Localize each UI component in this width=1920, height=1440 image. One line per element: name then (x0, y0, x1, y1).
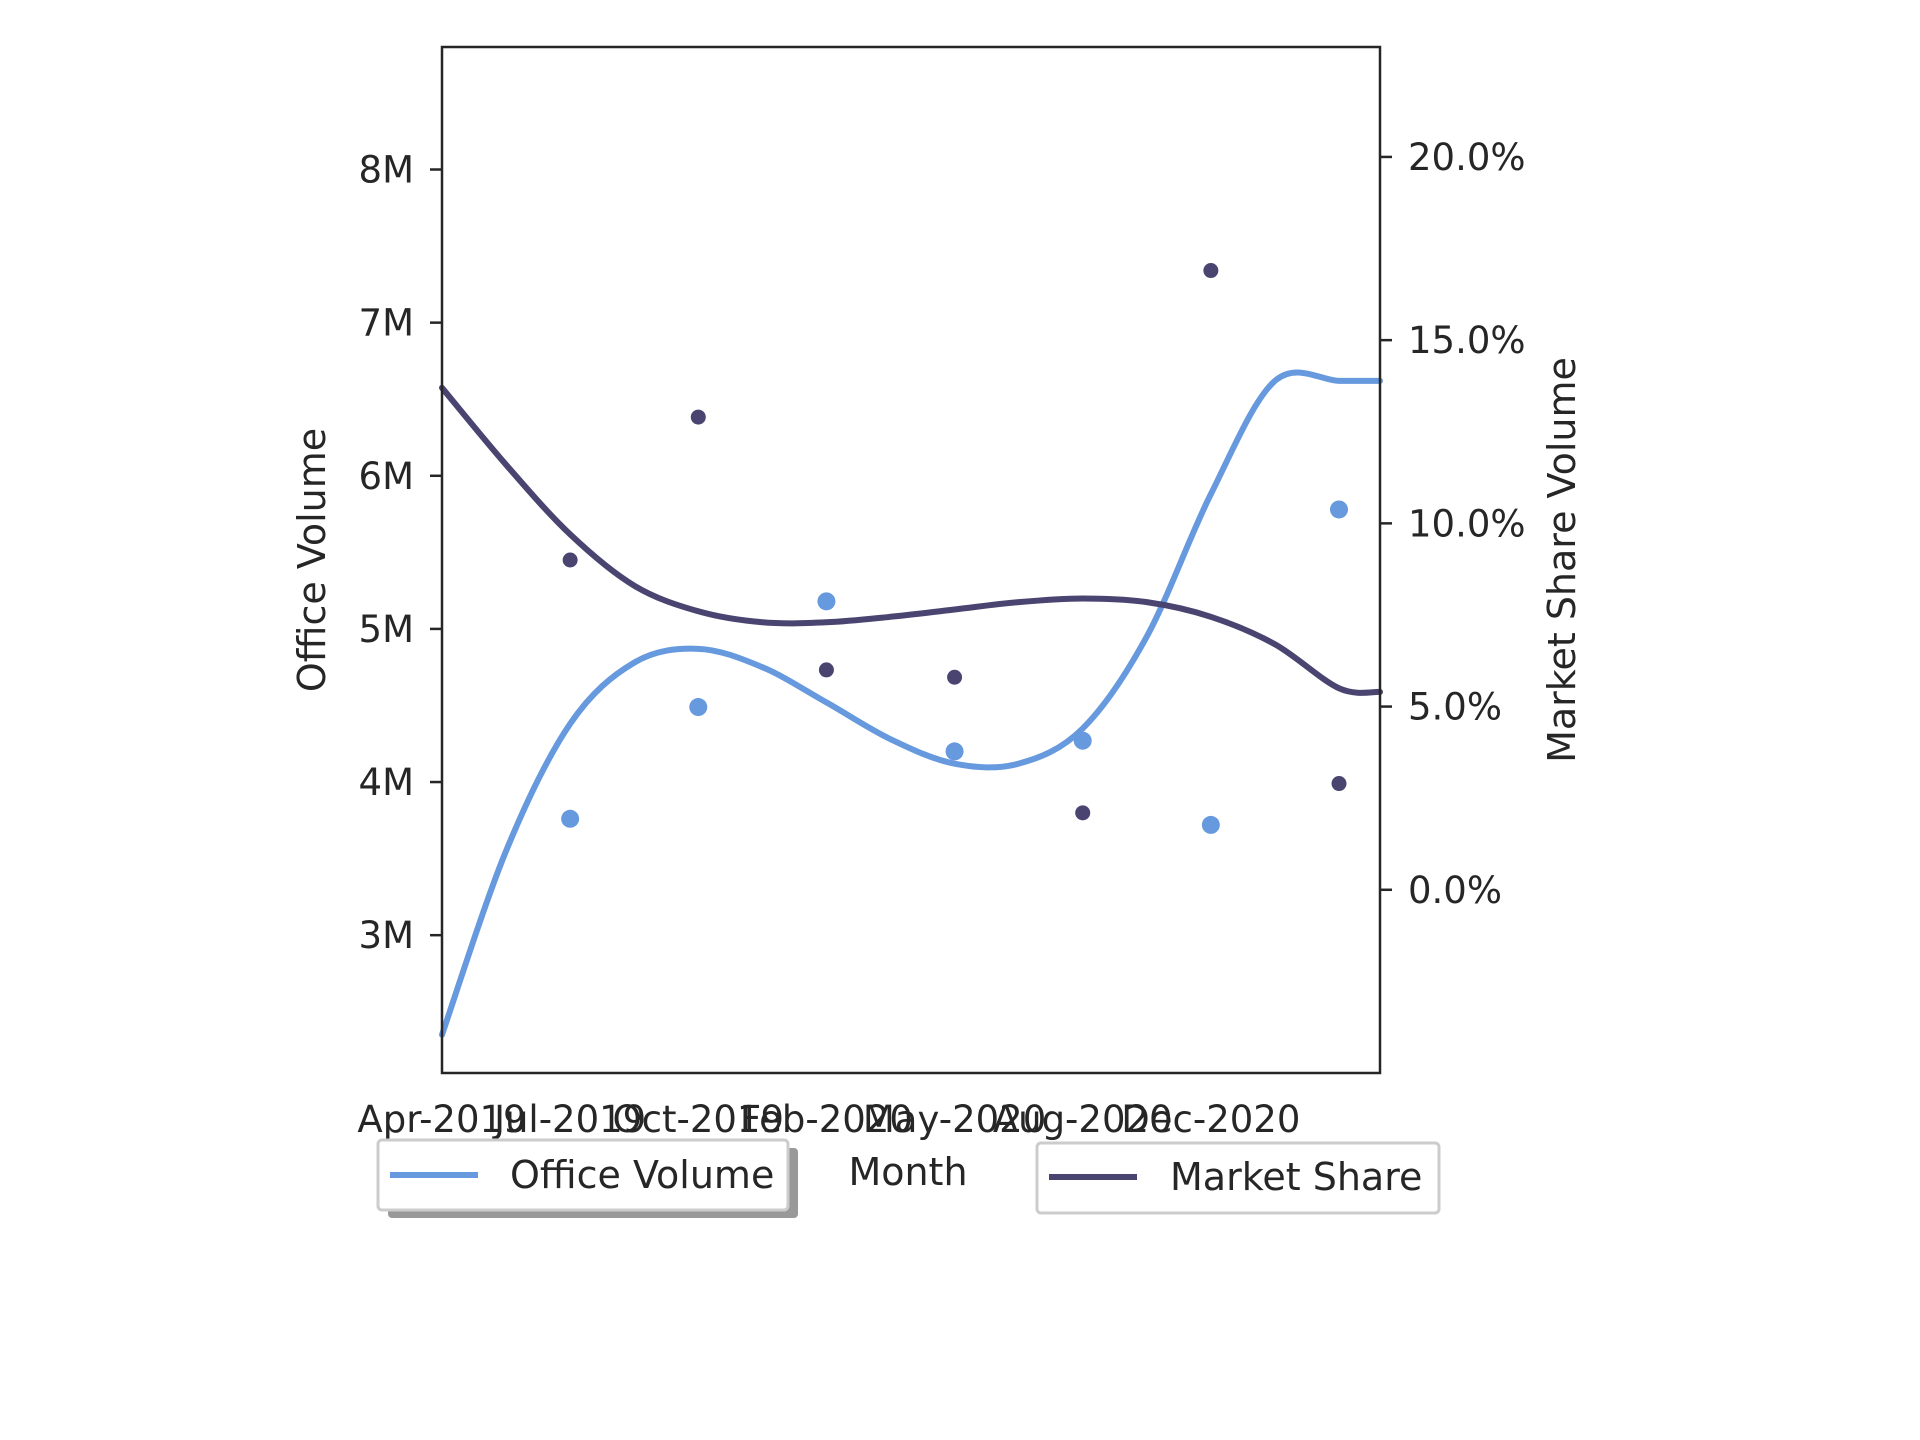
x-tick-label: Apr-2019 (357, 1098, 526, 1141)
left-y-axis: 3M 4M 5M 6M 7M 8M (359, 149, 442, 957)
left-tick-label: 3M (359, 914, 414, 957)
x-tick-label: Feb-2020 (740, 1098, 913, 1141)
office-volume-point (1329, 500, 1348, 519)
legend-market-share: Market Share (1035, 1141, 1441, 1215)
left-y-axis-title: Office Volume (290, 428, 334, 692)
office-volume-point (689, 698, 708, 717)
office-volume-point (1201, 815, 1220, 834)
legend-label: Office Volume (510, 1153, 774, 1197)
legend-office-volume: Office Volume (376, 1138, 798, 1218)
plot-frame (440, 45, 1382, 1075)
plot-area (439, 45, 1383, 1075)
market-share-point (562, 552, 578, 568)
market-share-point (690, 409, 706, 425)
legend-label: Market Share (1170, 1155, 1422, 1199)
fit-curve-market-share (439, 384, 1383, 696)
left-tick-label: 7M (359, 302, 414, 345)
office-volume-point (817, 592, 836, 611)
office-volume-point (1073, 731, 1092, 750)
market-share-point (947, 669, 963, 685)
right-y-axis: 0.0% 5.0% 10.0% 15.0% 20.0% (1380, 136, 1526, 912)
left-tick-label: 6M (359, 455, 414, 498)
legend-box (1035, 1141, 1441, 1215)
right-tick-label: 5.0% (1408, 686, 1502, 729)
x-tick-label: Jul-2019 (492, 1098, 646, 1141)
office-volume-point (561, 809, 580, 828)
x-tick-label: Aug-2020 (993, 1098, 1173, 1141)
market-share-point (1331, 776, 1347, 792)
fit-curve-office-volume (439, 369, 1383, 1038)
market-share-point (1075, 805, 1091, 821)
x-tick-label: Dec-2020 (1121, 1098, 1300, 1141)
left-tick-label: 4M (359, 761, 414, 804)
right-tick-label: 20.0% (1408, 136, 1526, 179)
legend-box (376, 1138, 790, 1212)
right-tick-label: 15.0% (1408, 319, 1526, 362)
x-axis: Apr-2019Jul-2019Oct-2019Feb-2020May-2020… (357, 1098, 1300, 1141)
x-tick-label: Oct-2019 (613, 1098, 785, 1141)
right-tick-label: 10.0% (1408, 502, 1526, 545)
right-tick-label: 0.0% (1408, 869, 1502, 912)
market-share-point (1203, 263, 1219, 279)
x-axis-title: Month (848, 1150, 967, 1194)
right-y-axis-title: Market Share Volume (1540, 357, 1584, 763)
market-share-point (818, 662, 834, 678)
left-tick-label: 5M (359, 608, 414, 651)
office-volume-point (945, 742, 964, 761)
left-tick-label: 8M (359, 149, 414, 192)
x-tick-label: May-2020 (863, 1098, 1046, 1141)
